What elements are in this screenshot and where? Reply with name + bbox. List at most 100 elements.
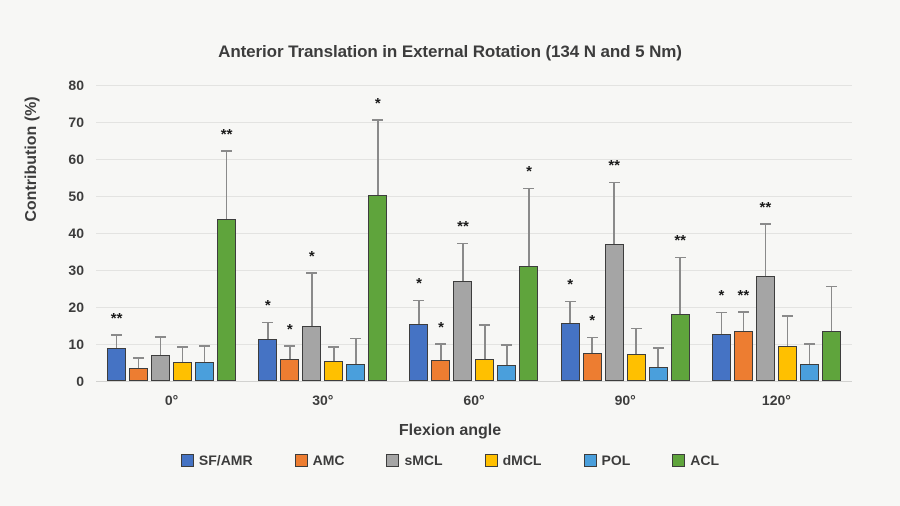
bar-acl-0[interactable]: ** bbox=[217, 85, 237, 381]
bar-rect[interactable] bbox=[409, 323, 429, 381]
bar-rect[interactable] bbox=[324, 361, 344, 381]
error-bar-cap bbox=[177, 346, 189, 348]
error-bar-cap bbox=[674, 256, 686, 259]
error-bar bbox=[225, 151, 228, 219]
bar-sfamr-3[interactable]: * bbox=[560, 85, 580, 381]
error-bar bbox=[808, 344, 811, 364]
bar-sfamr-0[interactable]: ** bbox=[107, 85, 127, 381]
bar-sfamr-1[interactable]: * bbox=[258, 85, 278, 381]
legend-item-label: POL bbox=[601, 452, 631, 468]
bar-rect[interactable] bbox=[346, 363, 366, 381]
bar-amc-4[interactable]: ** bbox=[733, 85, 753, 381]
bar-rect[interactable] bbox=[670, 313, 690, 381]
error-bar-cap bbox=[328, 346, 340, 348]
bar-smcl-2[interactable]: ** bbox=[453, 85, 473, 381]
bar-rect[interactable] bbox=[755, 275, 775, 381]
bar-sfamr-2[interactable]: * bbox=[409, 85, 429, 381]
bar-pol-3[interactable] bbox=[648, 85, 668, 381]
bar-dmcl-1[interactable] bbox=[324, 85, 344, 381]
bar-smcl-4[interactable]: ** bbox=[755, 85, 775, 381]
bar-amc-1[interactable]: * bbox=[280, 85, 300, 381]
bar-group: * * ** ** bbox=[550, 85, 701, 381]
bar-sfamr-4[interactable]: * bbox=[711, 85, 731, 381]
bar-rect[interactable] bbox=[280, 358, 300, 381]
bar-smcl-3[interactable]: ** bbox=[604, 85, 624, 381]
bar-rect[interactable] bbox=[560, 323, 580, 381]
bar-rect[interactable] bbox=[431, 359, 451, 381]
legend-item-acl[interactable]: ACL bbox=[672, 452, 719, 468]
bar-smcl-1[interactable]: * bbox=[302, 85, 322, 381]
legend-item-sfamr[interactable]: SF/AMR bbox=[180, 452, 295, 468]
bar-rect[interactable] bbox=[777, 345, 797, 381]
bar-acl-3[interactable]: ** bbox=[670, 85, 690, 381]
chart-title: Anterior Translation in External Rotatio… bbox=[218, 42, 682, 61]
error-bar-cap bbox=[199, 345, 211, 347]
bar-acl-1[interactable]: * bbox=[368, 85, 388, 381]
legend-item-smcl[interactable]: sMCL bbox=[386, 452, 484, 468]
legend-item-dmcl[interactable]: dMCL bbox=[484, 452, 584, 468]
bar-rect[interactable] bbox=[497, 364, 517, 381]
bar-acl-4[interactable] bbox=[821, 85, 841, 381]
bar-rect[interactable] bbox=[711, 334, 731, 381]
y-axis-tick-label: 10 bbox=[68, 336, 84, 352]
bar-amc-0[interactable] bbox=[129, 85, 149, 381]
legend-item-label: sMCL bbox=[404, 452, 443, 468]
significance-marker: * bbox=[308, 247, 315, 265]
bar-pol-0[interactable] bbox=[195, 85, 215, 381]
bar-rect[interactable] bbox=[475, 358, 495, 381]
legend-item-amc[interactable]: AMC bbox=[294, 452, 387, 468]
bar-dmcl-2[interactable] bbox=[475, 85, 495, 381]
bar-rect[interactable] bbox=[799, 363, 819, 381]
error-bar-cap bbox=[350, 337, 362, 340]
bar-rect[interactable] bbox=[582, 352, 602, 381]
bar-pol-2[interactable] bbox=[497, 85, 517, 381]
error-bar bbox=[418, 301, 420, 324]
bar-amc-3[interactable]: * bbox=[582, 85, 602, 381]
bar-rect[interactable] bbox=[217, 218, 237, 381]
bar-pol-1[interactable] bbox=[346, 85, 366, 381]
error-bar-cap bbox=[221, 150, 233, 152]
bar-amc-2[interactable]: * bbox=[431, 85, 451, 381]
bar-rect[interactable] bbox=[173, 361, 193, 381]
error-bar-cap bbox=[630, 327, 642, 330]
bar-rect[interactable] bbox=[151, 355, 171, 381]
gridline bbox=[96, 270, 852, 271]
bar-dmcl-0[interactable] bbox=[173, 85, 193, 381]
error-bar-cap bbox=[759, 222, 771, 225]
bar-dmcl-3[interactable] bbox=[626, 85, 646, 381]
bar-dmcl-4[interactable] bbox=[777, 85, 797, 381]
bar-rect[interactable] bbox=[733, 331, 753, 381]
bar-smcl-0[interactable] bbox=[151, 85, 171, 381]
bar-rect[interactable] bbox=[302, 325, 322, 381]
bar-rect[interactable] bbox=[258, 338, 278, 381]
bar-group: ***** bbox=[398, 85, 549, 381]
y-axis-label: Contribution (%) bbox=[23, 96, 40, 222]
bar-rect[interactable] bbox=[129, 368, 149, 381]
bar-rect[interactable] bbox=[107, 347, 127, 381]
bar-rect[interactable] bbox=[626, 354, 646, 381]
bar-acl-2[interactable]: * bbox=[519, 85, 539, 381]
significance-marker: ** bbox=[457, 218, 469, 236]
legend-swatch-icon bbox=[180, 453, 194, 467]
error-bar bbox=[742, 312, 745, 332]
bar-rect[interactable] bbox=[519, 265, 539, 381]
bar-rect[interactable] bbox=[453, 280, 473, 381]
bar-rect[interactable] bbox=[648, 366, 668, 381]
chart-legend: SF/AMR AMC sMCL dMCL POL ACL bbox=[0, 452, 900, 468]
x-axis-tick-label: 0° bbox=[164, 392, 179, 408]
bar-rect[interactable] bbox=[368, 194, 388, 381]
error-bar bbox=[635, 329, 637, 355]
error-bar-cap bbox=[262, 321, 274, 324]
bar-rect[interactable] bbox=[821, 331, 841, 381]
bar-rect[interactable] bbox=[195, 361, 215, 381]
y-axis-tick-label: 40 bbox=[68, 225, 84, 241]
bar-rect[interactable] bbox=[604, 244, 624, 381]
legend-item-pol[interactable]: POL bbox=[583, 452, 673, 468]
gridline bbox=[96, 196, 852, 197]
significance-marker: ** bbox=[737, 286, 750, 304]
significance-marker: ** bbox=[110, 309, 123, 327]
bar-pol-4[interactable] bbox=[799, 85, 819, 381]
y-axis-tick-label: 20 bbox=[68, 299, 84, 315]
legend-item-label: SF/AMR bbox=[198, 452, 253, 468]
